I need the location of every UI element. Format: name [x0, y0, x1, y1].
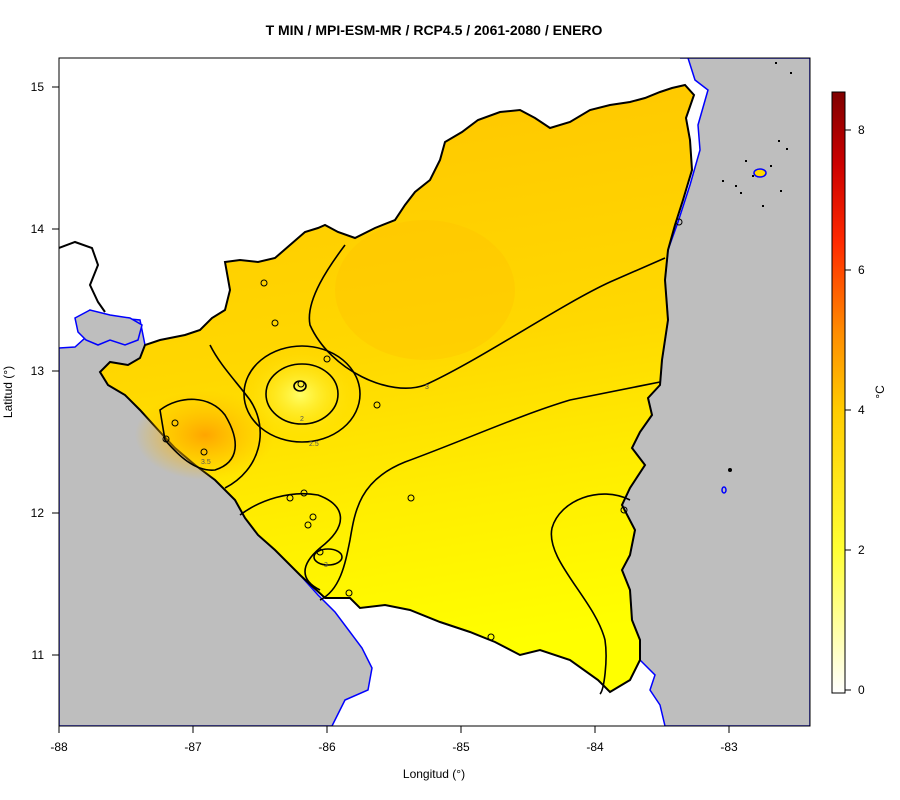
- colorbar-tick-label: 6: [858, 263, 865, 277]
- y-axis: [52, 86, 59, 656]
- colorbar-tick-label: 4: [858, 403, 865, 417]
- colorbar-tick-label: 0: [858, 683, 865, 697]
- map-title: T MIN / MPI-ESM-MR / RCP4.5 / 2061-2080 …: [266, 22, 603, 38]
- gulf-of-fonseca: [74, 309, 143, 346]
- corn-islands: [721, 168, 767, 494]
- y-tick-label: 15: [31, 80, 45, 94]
- x-tick-label: -88: [50, 740, 68, 754]
- miskito-cays: [722, 62, 792, 207]
- y-tick-label: 14: [31, 222, 45, 236]
- x-tick-label: -86: [318, 740, 336, 754]
- y-tick-label: 13: [31, 364, 45, 378]
- contour-label-2: 2: [300, 416, 304, 423]
- colorbar-tick-label: 8: [858, 123, 865, 137]
- x-tick-label: -85: [452, 740, 470, 754]
- x-axis: [58, 726, 730, 733]
- honduras-border: [59, 240, 106, 313]
- plot-frame: [58, 57, 811, 727]
- contour-label-2-5: 2.5: [309, 441, 319, 448]
- map-plot: 3 2 2.5 3.5 3: [59, 58, 810, 726]
- colorbar-unit: °C: [873, 385, 887, 399]
- hot-region-west: [135, 390, 275, 480]
- station-markers: [162, 218, 683, 641]
- x-tick-label: -83: [720, 740, 738, 754]
- y-axis-label: Latitud (°): [1, 366, 15, 418]
- y-tick-label: 11: [32, 648, 45, 662]
- contour-lines: [159, 244, 666, 695]
- x-tick-label: -84: [586, 740, 604, 754]
- colorbar-ticks: [845, 129, 851, 691]
- contour-label-3-south: 3: [324, 562, 328, 569]
- warm-region-north: [335, 220, 515, 360]
- x-tick-label: -87: [184, 740, 202, 754]
- y-tick-label: 12: [31, 506, 45, 520]
- contour-label-3-north: 3: [425, 384, 429, 391]
- colorbar: [831, 91, 846, 694]
- x-axis-label: Longitud (°): [403, 767, 465, 781]
- colorbar-tick-label: 2: [858, 543, 865, 557]
- contour-label-3-5: 3.5: [201, 459, 211, 466]
